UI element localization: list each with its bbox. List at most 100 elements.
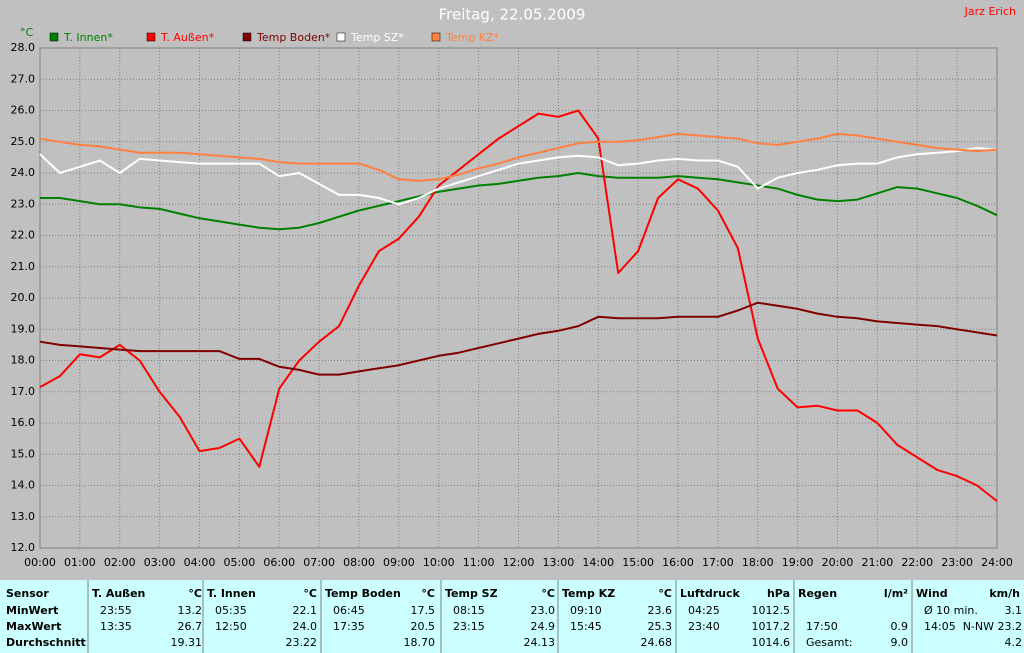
cell-value: 1017.2 [752, 620, 791, 633]
cell-value: 25.3 [648, 620, 673, 633]
column-header: T. Innen [207, 587, 256, 600]
cell-value: 18.70 [404, 636, 436, 649]
x-tick-label: 23:00 [941, 556, 973, 569]
y-tick-label: 15.0 [11, 447, 36, 460]
cell-value: 24.68 [641, 636, 673, 649]
cell-time: 08:15 [453, 604, 485, 617]
row-label: MinWert [6, 604, 58, 617]
x-tick-label: 06:00 [263, 556, 295, 569]
column-unit: °C [541, 587, 555, 600]
column-unit: km/h [989, 587, 1020, 600]
column-header: Temp KZ [562, 587, 615, 600]
x-tick-label: 14:00 [582, 556, 614, 569]
x-tick-label: 02:00 [104, 556, 136, 569]
cell-time: 05:35 [215, 604, 247, 617]
cell-time: 15:45 [570, 620, 602, 633]
x-tick-label: 05:00 [224, 556, 256, 569]
cell-value: 0.9 [891, 620, 909, 633]
column-unit: °C [303, 587, 317, 600]
chart: Freitag, 22.05.2009 Jarz Erich °C 12.0 13… [11, 5, 1017, 569]
cell-time: 23:15 [453, 620, 485, 633]
cell-time: 23:40 [688, 620, 720, 633]
cell-value: 1012.5 [752, 604, 791, 617]
legend-label: T. Außen* [160, 31, 215, 44]
y-tick-label: 23.0 [11, 197, 36, 210]
x-tick-label: 22:00 [901, 556, 933, 569]
x-tick-label: 13:00 [543, 556, 575, 569]
x-tick-label: 03:00 [144, 556, 176, 569]
legend-swatch [242, 32, 252, 42]
cell-time: 06:45 [333, 604, 365, 617]
series-line [39, 147, 998, 206]
y-tick-label: 18.0 [11, 354, 36, 367]
x-tick-label: 11:00 [463, 556, 495, 569]
column-unit: hPa [767, 587, 790, 600]
y-tick-label: 27.0 [11, 72, 36, 85]
author: Jarz Erich [964, 5, 1016, 18]
column-unit: °C [658, 587, 672, 600]
cell-value: 4.2 [1005, 636, 1023, 649]
cell-time: 17:50 [806, 620, 838, 633]
cell-value: 13.2 [178, 604, 203, 617]
series-line [39, 301, 998, 376]
x-tick-label: 04:00 [184, 556, 216, 569]
series-line [39, 109, 998, 502]
column-header: Regen [798, 587, 837, 600]
x-tick-label: 16:00 [662, 556, 694, 569]
row-label: MaxWert [6, 620, 61, 633]
y-tick-label: 20.0 [11, 291, 36, 304]
cell-time: 09:10 [570, 604, 602, 617]
row-label: Sensor [6, 587, 49, 600]
y-tick-label: 28.0 [11, 41, 36, 54]
cell-value: 24.9 [531, 620, 556, 633]
x-tick-label: 19:00 [782, 556, 814, 569]
column-unit: °C [188, 587, 202, 600]
cell-time: Ø 10 min. [924, 604, 978, 617]
legend-swatch [146, 32, 156, 42]
legend-label: T. Innen* [63, 31, 113, 44]
y-tick-label: 22.0 [11, 229, 36, 242]
column-header: Luftdruck [680, 587, 741, 600]
cell-value: 23.22 [286, 636, 318, 649]
x-tick-label: 15:00 [622, 556, 654, 569]
cell-value: 23.6 [648, 604, 673, 617]
stats-table: Sensor MinWert MaxWert Durchschnitt T. Außen… [0, 580, 1024, 653]
cell-value: 9.0 [891, 636, 909, 649]
y-axis-label: °C [20, 26, 34, 39]
y-tick-label: 24.0 [11, 166, 36, 179]
x-tick-label: 21:00 [862, 556, 894, 569]
column-unit: °C [421, 587, 435, 600]
cell-time: 12:50 [215, 620, 247, 633]
cell-time: 13:35 [100, 620, 132, 633]
cell-value: 24.13 [524, 636, 556, 649]
column-header: Temp SZ [445, 587, 498, 600]
legend-swatch [431, 32, 441, 42]
legend-label: Temp Boden* [256, 31, 331, 44]
series-line [39, 132, 998, 182]
cell-value: N-NW 23.2 [963, 620, 1022, 633]
x-tick-label: 18:00 [742, 556, 774, 569]
column-unit: l/m² [884, 587, 908, 600]
x-tick-label: 12:00 [503, 556, 535, 569]
column-header: Wind [916, 587, 948, 600]
y-tick-label: 12.0 [11, 541, 36, 554]
x-tick-label: 20:00 [822, 556, 854, 569]
y-tick-label: 16.0 [11, 416, 36, 429]
cell-time: 04:25 [688, 604, 720, 617]
cell-value: 20.5 [411, 620, 436, 633]
cell-value: 26.7 [178, 620, 203, 633]
y-tick-label: 25.0 [11, 135, 36, 148]
column-header: T. Außen [92, 587, 145, 600]
x-tick-label: 10:00 [423, 556, 455, 569]
column-header: Temp Boden [325, 587, 401, 600]
series-line [40, 172, 998, 231]
x-tick-label: 01:00 [64, 556, 96, 569]
cell-time: 14:05 [924, 620, 956, 633]
x-tick-label: 24:00 [981, 556, 1013, 569]
y-tick-label: 13.0 [11, 510, 36, 523]
row-label: Durchschnitt [6, 636, 86, 649]
cell-time: 23:55 [100, 604, 132, 617]
legend-swatch [49, 32, 59, 42]
y-tick-label: 26.0 [11, 104, 36, 117]
